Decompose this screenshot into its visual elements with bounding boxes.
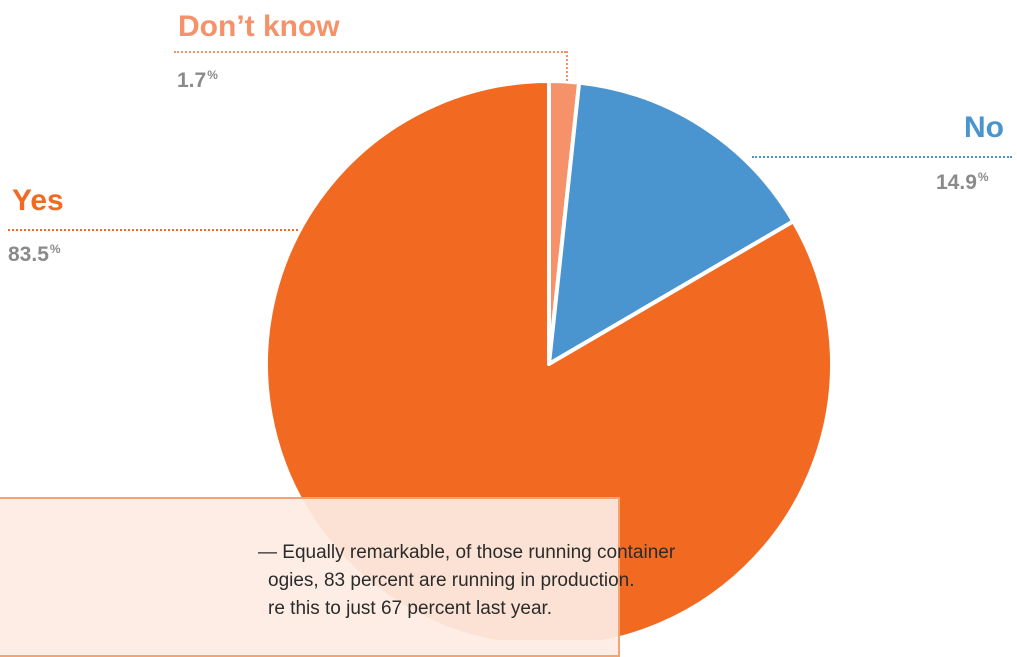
leader-line-no (752, 156, 1012, 158)
callout-line-2: ogies, 83 percent are running in product… (268, 570, 635, 591)
pie-slice-no (547, 80, 796, 366)
slice-value-yes: 83.5% (8, 242, 61, 266)
slice-value-no: 14.9% (936, 170, 989, 194)
slice-label-yes: Yes (12, 184, 64, 217)
callout-box: — Equally remarkable, of those running c… (0, 497, 675, 657)
callout-line-3: re this to just 67 percent last year. (268, 598, 553, 619)
slice-value-dont-know: 1.7% (177, 68, 218, 92)
leader-line-yes (8, 229, 298, 231)
leader-line-dont-know (174, 51, 566, 53)
leader-line-dont-know-vertical (566, 51, 568, 81)
slice-label-dont-know: Don’t know (178, 10, 340, 43)
callout-text: — Equally remarkable, of those running c… (0, 539, 676, 623)
callout-line-1: — Equally remarkable, of those running c… (258, 542, 676, 563)
slice-label-no: No (964, 111, 1004, 144)
